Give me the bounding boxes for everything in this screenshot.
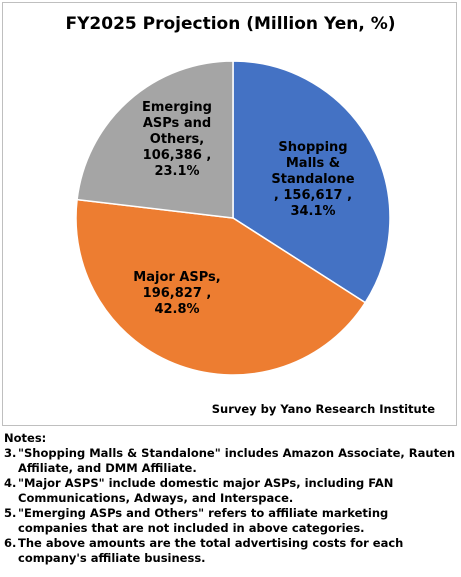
note-number: 5.	[4, 506, 17, 520]
slice-label-emerging-asps: Emerging ASPs and Others, 106,386 , 23.1…	[142, 100, 212, 179]
note-text: The above amounts are the total advertis…	[18, 536, 404, 565]
slice-label-major-asps: Major ASPs, 196,827 , 42.8%	[133, 270, 221, 317]
note-item: 3. "Shopping Malls & Standalone" include…	[4, 446, 457, 476]
note-text: "Shopping Malls & Standalone" includes A…	[18, 446, 456, 475]
slice-label-shopping-malls: Shopping Malls & Standalone , 156,617 , …	[271, 140, 355, 219]
notes-section: Notes: 3. "Shopping Malls & Standalone" …	[4, 431, 457, 566]
note-number: 3.	[4, 446, 17, 460]
pie-chart	[75, 60, 391, 376]
note-text: "Major ASPS" include domestic major ASPs…	[18, 476, 394, 505]
chart-title: FY2025 Projection (Million Yen, %)	[65, 14, 396, 34]
notes-title: Notes:	[4, 431, 47, 445]
slice-major-asps	[75, 198, 367, 376]
note-item: 4. "Major ASPS" include domestic major A…	[4, 476, 457, 506]
note-number: 6.	[4, 536, 17, 550]
note-number: 4.	[4, 476, 17, 490]
note-item: 5. "Emerging ASPs and Others" refers to …	[4, 506, 457, 536]
note-item: 6. The above amounts are the total adver…	[4, 536, 457, 566]
slice-shopping-malls	[232, 60, 391, 304]
note-text: "Emerging ASPs and Others" refers to aff…	[18, 506, 389, 535]
source-note: Survey by Yano Research Institute	[211, 402, 435, 416]
slice-emerging-asps	[76, 60, 234, 219]
